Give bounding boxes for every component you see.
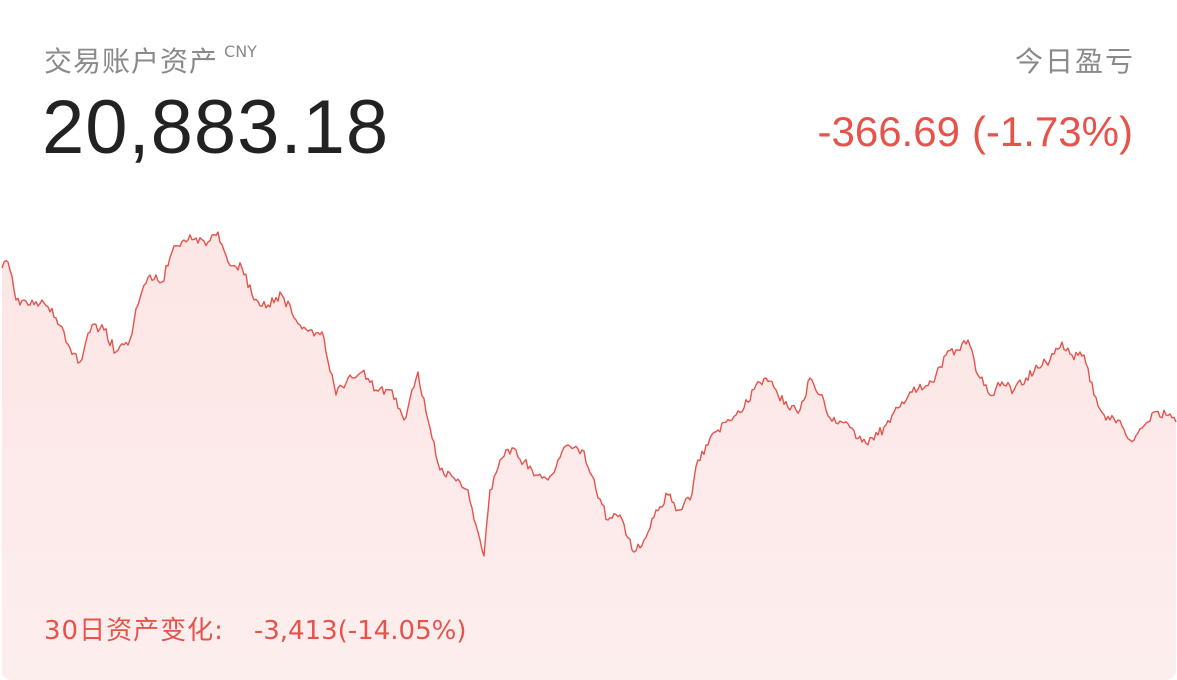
today-pnl-value: -366.69	[817, 108, 960, 155]
today-pnl-label: 今日盈亏	[1014, 45, 1135, 78]
chart-area-fill	[2, 232, 1176, 680]
thirty-day-change-label: 30日资产变化:	[44, 616, 224, 646]
today-pnl: -366.69 (-1.73%)	[817, 108, 1133, 156]
currency-label: CNY	[224, 41, 257, 61]
asset-value: 20,883.18	[42, 85, 390, 170]
thirty-day-change: 30日资产变化: -3,413(-14.05%)	[44, 610, 466, 647]
asset-label-text: 交易账户资产	[44, 45, 219, 78]
thirty-day-change-value: -3,413(-14.05%)	[253, 616, 467, 646]
chart-line	[1, 231, 1177, 557]
asset-label: 交易账户资产 CNY	[44, 40, 257, 80]
today-pnl-percent: (-1.73%)	[971, 108, 1133, 155]
